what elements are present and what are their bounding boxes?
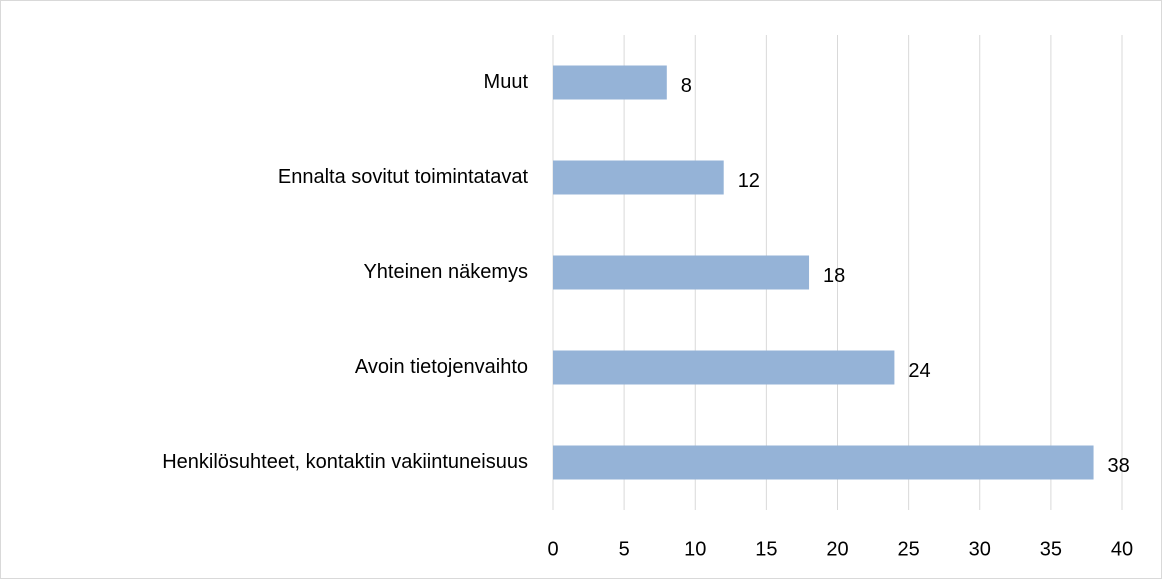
bar (553, 445, 1094, 480)
y-tick-label: Henkilösuhteet, kontaktin vakiintuneisuu… (162, 451, 528, 473)
x-tick-label: 15 (755, 538, 777, 560)
bar (553, 160, 724, 195)
x-tick-label: 40 (1111, 538, 1133, 560)
x-tick-label: 0 (547, 538, 558, 560)
data-label: 12 (738, 170, 760, 192)
y-tick-label: Yhteinen näkemys (363, 261, 528, 283)
x-tick-label: 10 (684, 538, 706, 560)
data-label: 38 (1108, 455, 1130, 477)
x-tick-label: 25 (898, 538, 920, 560)
x-tick-label: 35 (1040, 538, 1062, 560)
y-tick-label: Ennalta sovitut toimintatavat (278, 166, 529, 188)
y-tick-label: Muut (484, 71, 529, 93)
bar (553, 65, 667, 100)
bar (553, 255, 810, 290)
data-label: 8 (681, 75, 692, 97)
data-label: 18 (823, 265, 845, 287)
x-tick-label: 30 (969, 538, 991, 560)
y-tick-label: Avoin tietojenvaihto (355, 356, 528, 378)
bar (553, 350, 895, 385)
data-label: 24 (908, 360, 930, 382)
x-tick-label: 20 (826, 538, 848, 560)
x-tick-label: 5 (619, 538, 630, 560)
